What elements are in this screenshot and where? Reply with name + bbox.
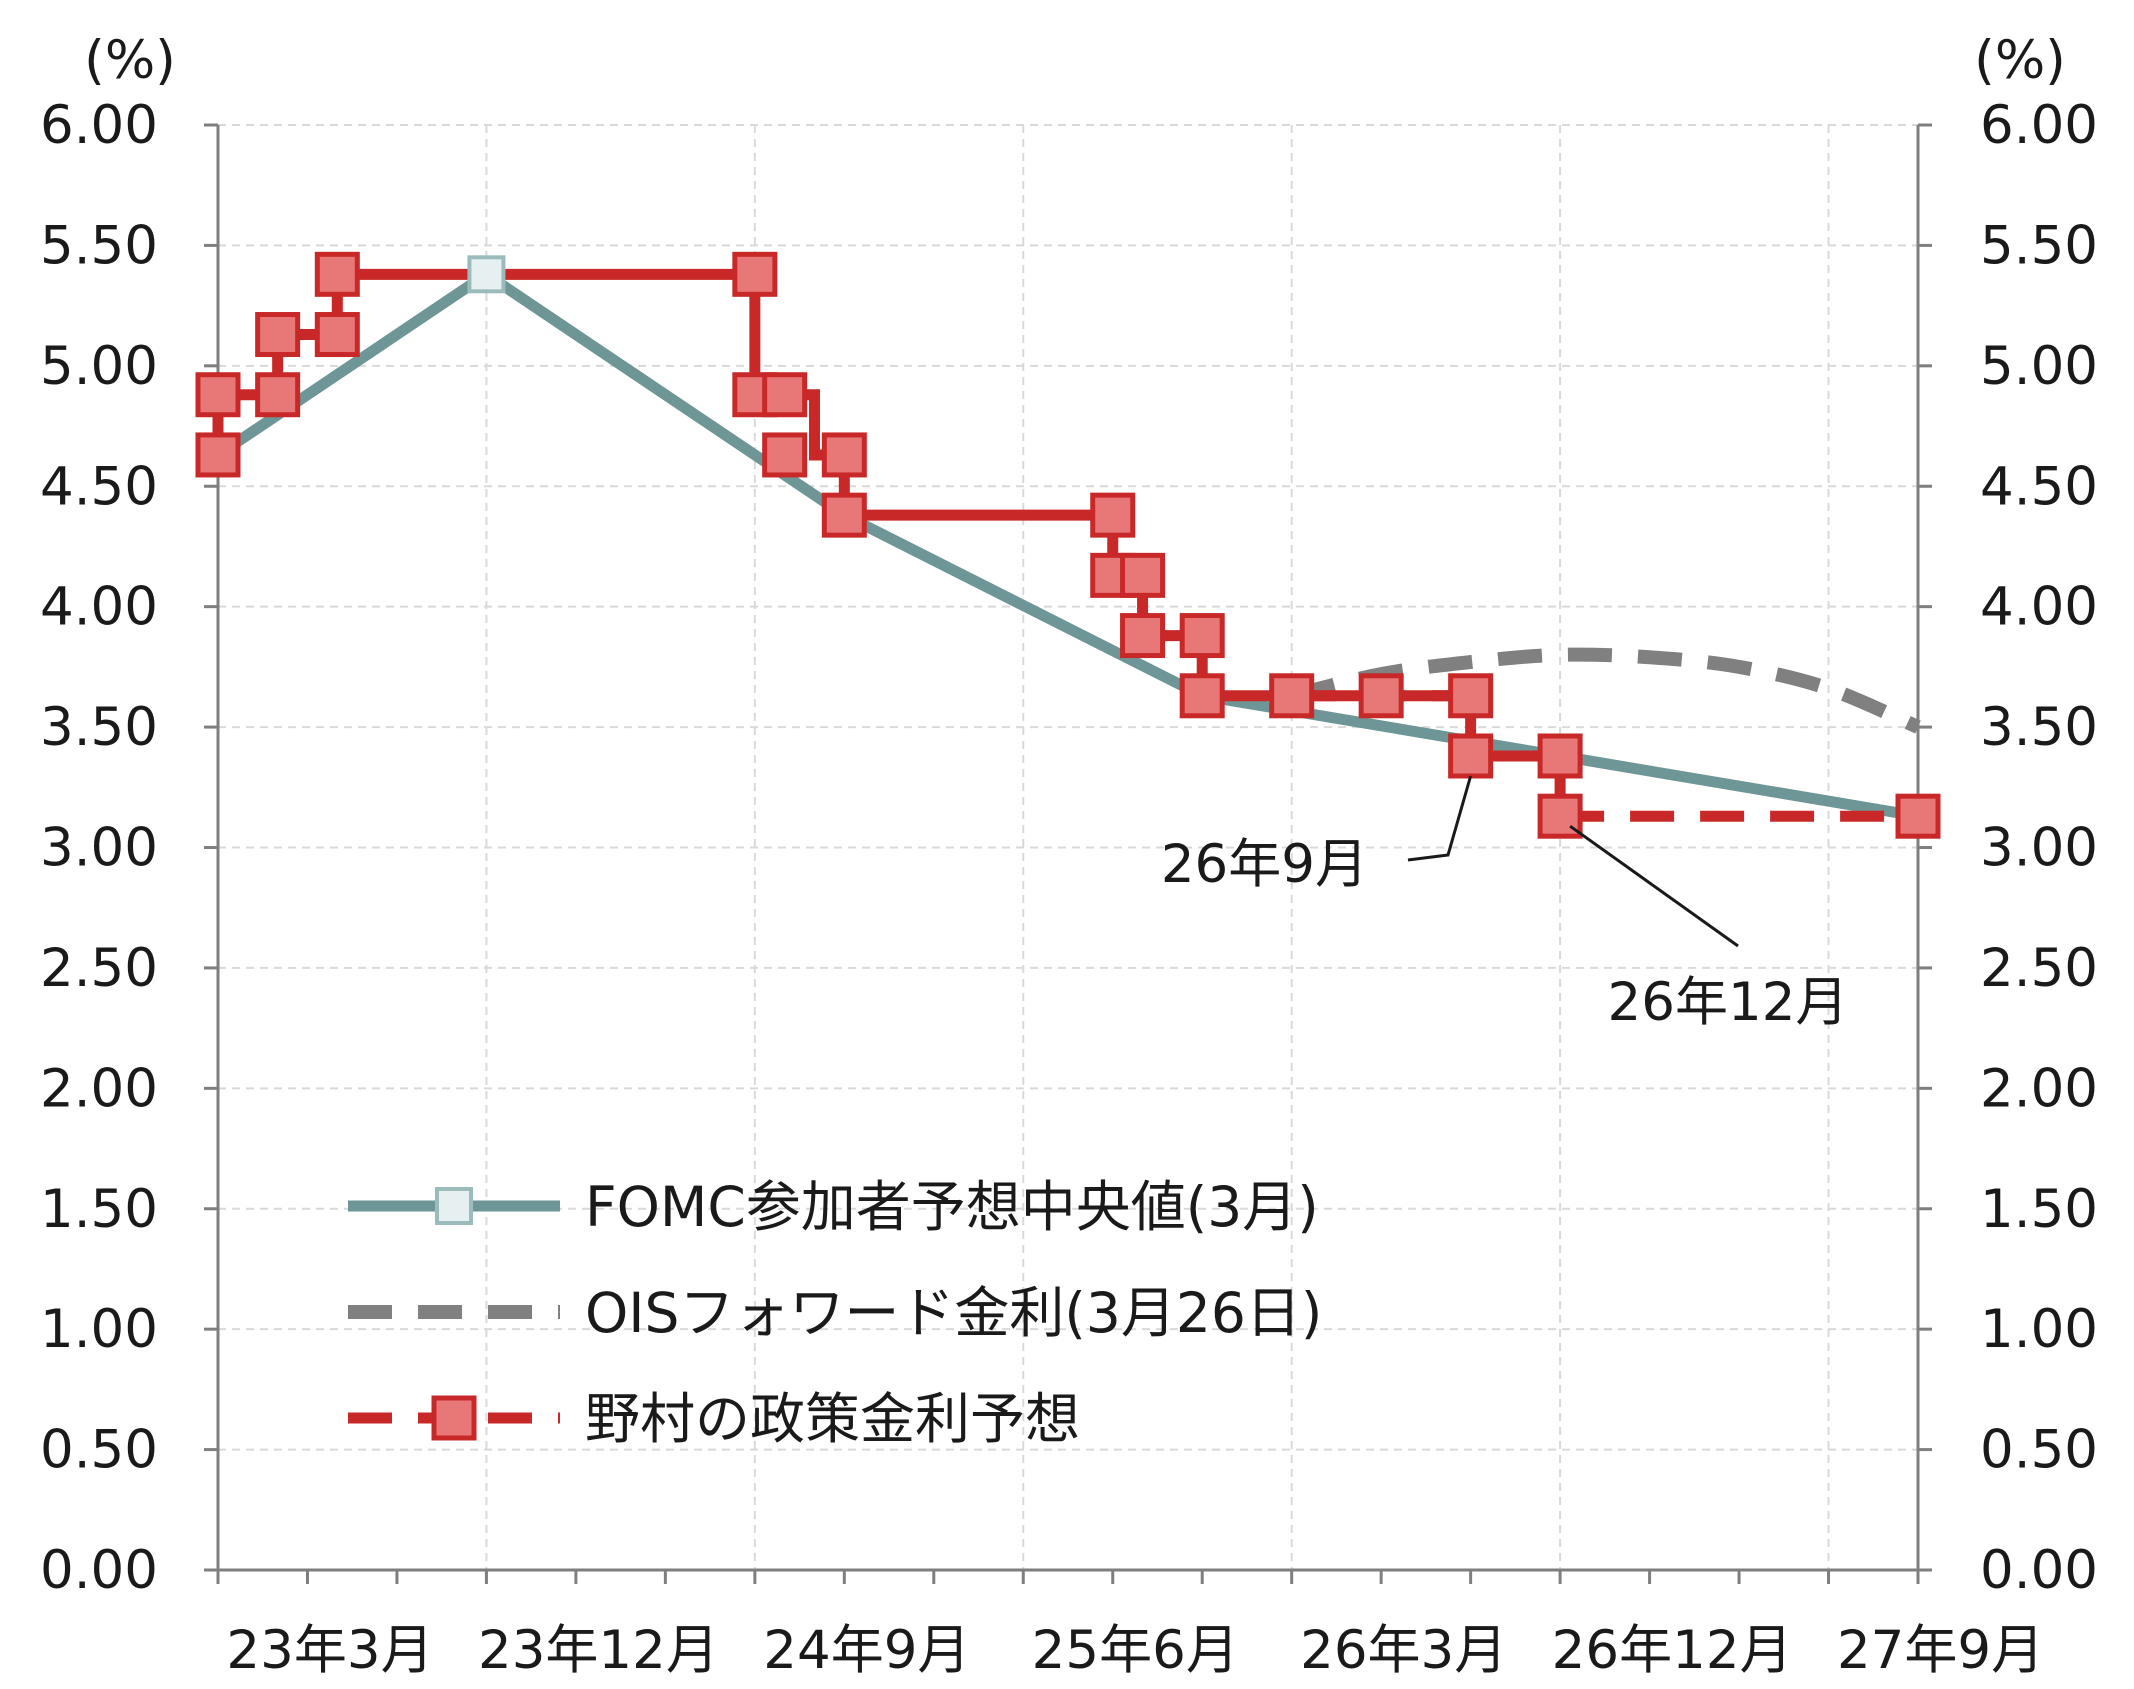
- nomura-marker: [1895, 793, 1941, 839]
- y-tick-label-right: 3.00: [1980, 818, 2098, 879]
- legend: FOMC参加者予想中央値(3月) OISフォワード金利(3月26日) 野村の政策金利…: [348, 1175, 1322, 1451]
- x-tick-label: 24年9月: [763, 1620, 970, 1681]
- x-tick-label: 27年9月: [1837, 1620, 2044, 1681]
- x-tick-label: 23年3月: [226, 1620, 433, 1681]
- y-tick-label-left: 0.50: [40, 1420, 158, 1481]
- y-tick-label-left: 0.00: [40, 1540, 158, 1601]
- nomura-marker: [1269, 673, 1315, 719]
- axes: 0.00 0.00 0.50 0.50 1.00 1.00 1.50 1.50 2.00 2.00…: [40, 30, 2098, 1681]
- y-tick-label-right: 6.00: [1980, 95, 2098, 156]
- y-tick-label-right: 4.00: [1980, 577, 2098, 638]
- nomura-marker: [1537, 733, 1583, 779]
- nomura-marker: [821, 432, 867, 478]
- x-tick-label: 26年12月: [1552, 1620, 1793, 1681]
- nomura-marker: [195, 372, 241, 418]
- nomura-marker: [1179, 613, 1225, 659]
- markers: [195, 251, 1941, 839]
- ois-forward-line: [1290, 647, 1921, 734]
- nomura-marker: [1179, 673, 1225, 719]
- y-tick-label-left: 5.00: [40, 336, 158, 397]
- nomura-marker: [1090, 492, 1136, 538]
- nomura-marker: [821, 492, 867, 538]
- nomura-marker: [1448, 733, 1494, 779]
- annotations: 26年9月 26年12月: [1161, 775, 1849, 1033]
- y-tick-label-left: 3.00: [40, 818, 158, 879]
- annotation-leader-dec: [1569, 824, 1739, 948]
- annotation-leader-sep: [1407, 775, 1473, 862]
- x-tick-label: 23年12月: [478, 1620, 719, 1681]
- nomura-marker: [762, 372, 808, 418]
- x-tick-label: 25年6月: [1032, 1620, 1239, 1681]
- legend-marker-nomura: [431, 1395, 477, 1441]
- y-unit-right: (%): [1974, 30, 2066, 91]
- y-tick-label-left: 1.00: [40, 1299, 158, 1360]
- y-tick-label-left: 2.50: [40, 938, 158, 999]
- y-tick-label-right: 0.50: [1980, 1420, 2098, 1481]
- y-tick-label-right: 1.50: [1980, 1179, 2098, 1240]
- y-tick-label-right: 2.00: [1980, 1058, 2098, 1119]
- y-tick-label-right: 3.50: [1980, 697, 2098, 758]
- y-tick-label-right: 5.00: [1980, 336, 2098, 397]
- nomura-marker: [1358, 673, 1404, 719]
- y-tick-label-left: 4.50: [40, 456, 158, 517]
- nomura-marker: [255, 312, 301, 358]
- x-tick-label: 26年3月: [1300, 1620, 1507, 1681]
- nomura-marker: [314, 251, 360, 297]
- annotation-sep-2026: 26年9月: [1161, 834, 1368, 895]
- y-tick-label-left: 4.00: [40, 577, 158, 638]
- y-tick-label-left: 1.50: [40, 1179, 158, 1240]
- nomura-marker: [1120, 552, 1166, 598]
- nomura-marker: [1120, 613, 1166, 659]
- grid: [218, 124, 1918, 1570]
- y-tick-label-left: 6.00: [40, 95, 158, 156]
- nomura-marker: [255, 372, 301, 418]
- y-tick-label-left: 5.50: [40, 215, 158, 276]
- fomc-marker: [467, 255, 506, 294]
- y-tick-label-left: 3.50: [40, 697, 158, 758]
- y-tick-label-right: 2.50: [1980, 938, 2098, 999]
- series: [212, 268, 1921, 822]
- y-tick-label-left: 2.00: [40, 1058, 158, 1119]
- y-tick-label-right: 0.00: [1980, 1540, 2098, 1601]
- y-tick-label-right: 5.50: [1980, 215, 2098, 276]
- annotation-dec-2026: 26年12月: [1608, 972, 1849, 1033]
- y-tick-label-right: 1.00: [1980, 1299, 2098, 1360]
- legend-label-ois: OISフォワード金利(3月26日): [585, 1281, 1322, 1345]
- y-tick-label-right: 4.50: [1980, 456, 2098, 517]
- nomura-marker: [762, 432, 808, 478]
- legend-label-nomura: 野村の政策金利予想: [585, 1387, 1080, 1451]
- y-unit-left: (%): [84, 30, 176, 91]
- nomura-marker: [314, 312, 360, 358]
- legend-marker-fomc: [435, 1187, 473, 1225]
- nomura-marker: [1448, 673, 1494, 719]
- legend-label-fomc: FOMC参加者予想中央値(3月): [585, 1175, 1319, 1239]
- nomura-marker: [732, 251, 778, 297]
- nomura-marker: [195, 432, 241, 478]
- fomc-median-line: [214, 268, 1919, 822]
